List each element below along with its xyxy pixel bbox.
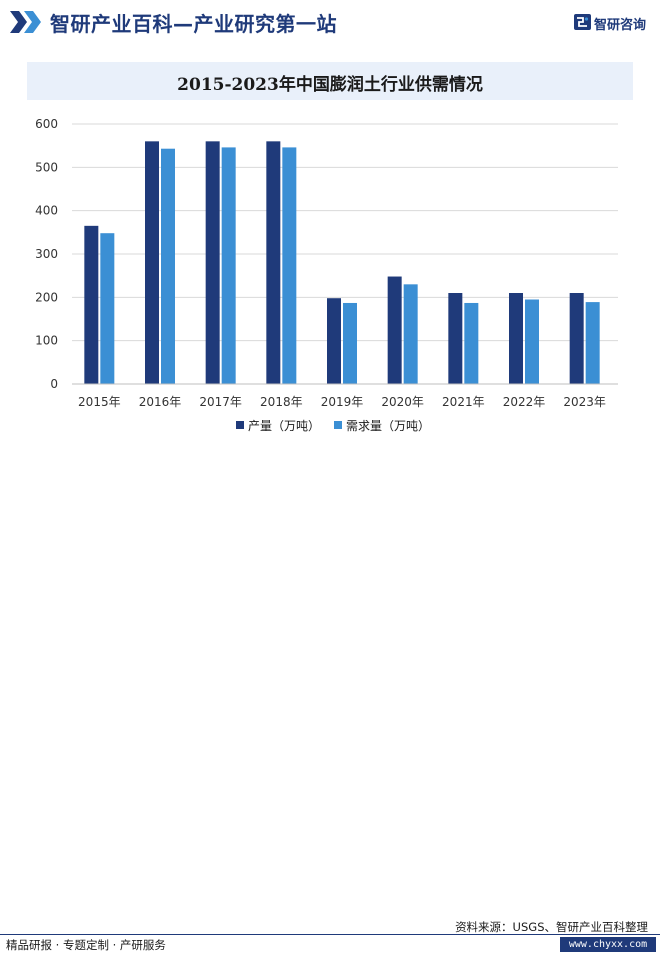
y-tick-label: 0: [50, 377, 58, 391]
bar-production: [145, 141, 159, 384]
y-tick-label: 400: [35, 204, 58, 218]
y-tick-label: 200: [35, 290, 58, 304]
bar-demand: [585, 302, 600, 384]
bar-demand: [221, 147, 236, 384]
brand-logo-icon: [574, 14, 591, 30]
double-chevron-icon: [10, 11, 41, 33]
bar-production: [266, 141, 281, 384]
y-tick-label: 500: [35, 160, 58, 174]
x-tick-label: 2020年: [381, 395, 424, 409]
y-tick-label: 600: [35, 117, 58, 131]
bars-layer: [84, 141, 600, 384]
header-bar: 智研产业百科—产业研究第一站 智研咨询: [0, 0, 660, 46]
header-title: 智研产业百科—产业研究第一站: [50, 12, 337, 36]
bar-production: [205, 141, 220, 384]
bar-production: [327, 298, 341, 384]
chart-title: 2015-2023年中国膨润土行业供需情况: [177, 75, 483, 95]
bar-demand: [100, 233, 115, 384]
website-url: www.chyxx.com: [560, 937, 656, 952]
bar-production: [509, 293, 523, 384]
chart-title-band: [27, 62, 633, 100]
bar-production: [387, 276, 402, 384]
x-tick-label: 2018年: [260, 395, 303, 409]
axis-layer: 0 100 200 300 400 500 600 2015年 2016年 2017年 2018年 2…: [35, 117, 618, 409]
bar-production: [84, 225, 99, 384]
x-tick-label: 2015年: [78, 395, 121, 409]
bar-production: [448, 293, 463, 384]
bar-demand: [161, 148, 175, 384]
footer-services: 精品研报 · 专题定制 · 产研服务: [6, 938, 166, 952]
bar-demand: [343, 302, 357, 384]
brand-name: 智研咨询: [594, 18, 647, 33]
source-note: 资料来源：USGS、智研产业百科整理: [455, 920, 648, 934]
bar-production: [569, 293, 584, 384]
x-tick-label: 2023年: [563, 395, 606, 409]
x-tick-label: 2022年: [503, 395, 546, 409]
x-tick-label: 2021年: [442, 395, 485, 409]
legend-swatch: [334, 421, 342, 429]
footer-bar: 资料来源：USGS、智研产业百科整理 精品研报 · 专题定制 · 产研服务 ww…: [0, 458, 660, 952]
bar-demand: [464, 302, 479, 384]
bar-demand: [525, 299, 539, 384]
legend-label: 需求量（万吨）: [346, 419, 430, 433]
x-tick-label: 2019年: [321, 395, 364, 409]
x-tick-label: 2016年: [139, 395, 182, 409]
bar-demand: [403, 284, 418, 384]
legend-label: 产量（万吨）: [248, 419, 320, 433]
x-tick-label: 2017年: [199, 395, 242, 409]
legend-swatch: [236, 421, 244, 429]
y-tick-label: 300: [35, 247, 58, 261]
bar-chart: 0 100 200 300 400 500 600 2015年 2016年 2017年 2018年 2…: [35, 117, 618, 433]
legend-layer: 产量（万吨） 需求量（万吨）: [236, 419, 430, 433]
bar-demand: [282, 147, 297, 384]
y-tick-label: 100: [35, 334, 58, 348]
